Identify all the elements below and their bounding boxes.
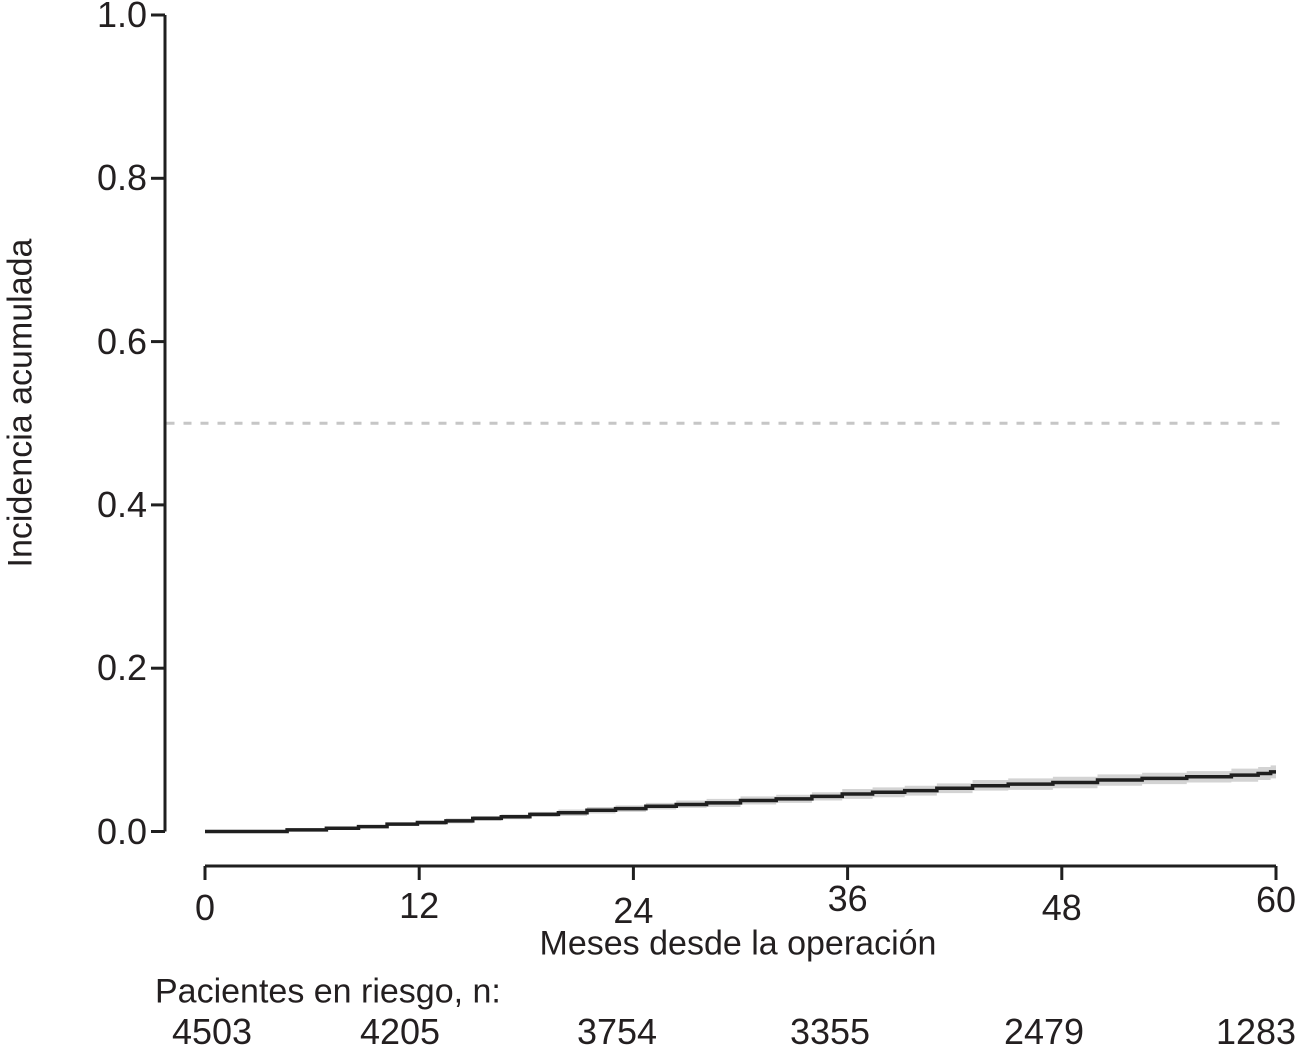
- y-axis-title: Incidencia acumulada: [1, 238, 40, 568]
- risk-count: 3355: [789, 1011, 871, 1052]
- x-tick-label: 60: [1255, 879, 1296, 920]
- x-tick-label: 36: [827, 878, 868, 919]
- x-tick-label: 48: [1041, 887, 1082, 928]
- x-tick-label: 12: [399, 885, 440, 926]
- risk-count: 4205: [359, 1011, 441, 1052]
- risk-count: 2479: [1003, 1011, 1085, 1052]
- risk-count: 1283: [1215, 1011, 1296, 1052]
- risk-count: 3754: [576, 1011, 658, 1052]
- risk-count: 4503: [171, 1011, 253, 1052]
- y-tick-label: 0.2: [96, 647, 147, 689]
- y-tick-label: 0.0: [96, 810, 147, 852]
- y-tick-label: 0.8: [96, 157, 147, 199]
- incidence-curve: [205, 770, 1276, 834]
- y-tick-label: 0.6: [96, 320, 147, 362]
- y-tick-label: 0.4: [96, 483, 147, 525]
- x-axis-title: Meses desde la operación: [539, 924, 937, 963]
- x-tick-label: 0: [194, 887, 216, 928]
- x-tick-label: 24: [613, 890, 654, 931]
- risk-table-label: Pacientes en riesgo, n:: [155, 972, 501, 1011]
- y-tick-label: 1.0: [96, 0, 147, 35]
